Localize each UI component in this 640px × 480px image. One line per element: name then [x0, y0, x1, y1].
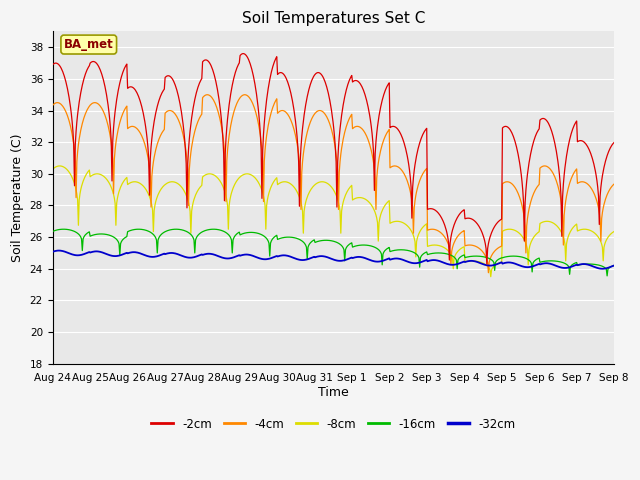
Legend: -2cm, -4cm, -8cm, -16cm, -32cm: -2cm, -4cm, -8cm, -16cm, -32cm	[147, 413, 520, 435]
Y-axis label: Soil Temperature (C): Soil Temperature (C)	[11, 133, 24, 262]
X-axis label: Time: Time	[318, 386, 349, 399]
Text: BA_met: BA_met	[64, 38, 114, 51]
Title: Soil Temperatures Set C: Soil Temperatures Set C	[242, 11, 425, 26]
